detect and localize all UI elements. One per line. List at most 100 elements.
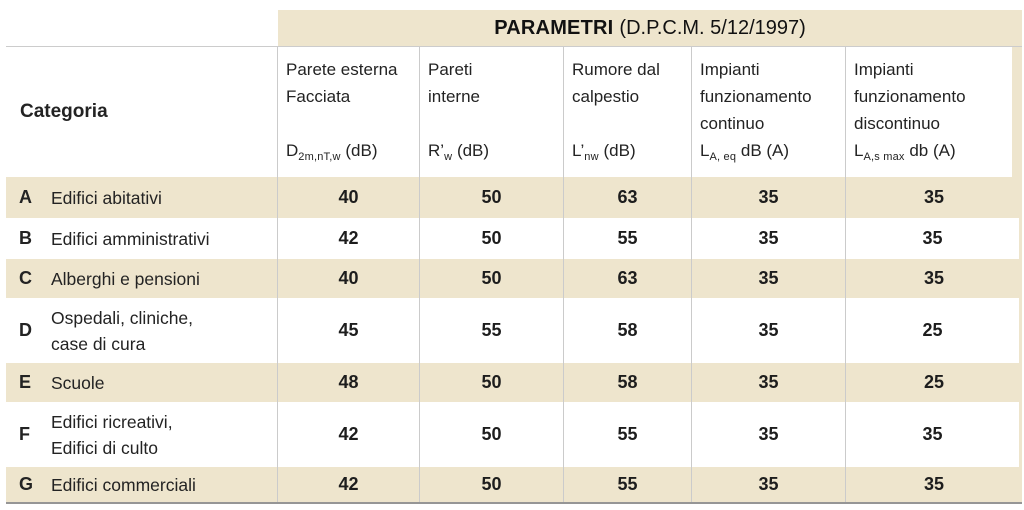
column-header-categoria: Categoria xyxy=(6,47,278,177)
symbol-unit: (dB) xyxy=(452,141,490,160)
header-row: Categoria Parete esterna Facciata D2m,nT… xyxy=(6,46,1022,177)
value-cell: 35 xyxy=(692,402,846,467)
category-letter: B xyxy=(19,228,32,248)
column-symbol: LA,s max db (A) xyxy=(854,137,1008,167)
value-cell: 50 xyxy=(420,363,564,402)
table-row-g: G Edifici commerciali 42 50 55 35 35 xyxy=(6,467,1022,502)
value-cell: 35 xyxy=(922,424,943,444)
value-cell: 45 xyxy=(278,298,420,363)
symbol-base: R’ xyxy=(428,141,445,160)
symbol-subscript: nw xyxy=(584,151,599,163)
value-cell: 42 xyxy=(278,402,420,467)
symbol-unit: dB (A) xyxy=(736,141,790,160)
symbol-base: L xyxy=(700,141,710,160)
value-cell: 50 xyxy=(420,177,564,218)
title-suffix: (D.P.C.M. 5/12/1997) xyxy=(619,16,806,39)
symbol-subscript: w xyxy=(444,151,453,163)
value-cell: 35 xyxy=(923,268,945,288)
value-cell: 58 xyxy=(564,363,692,402)
value-cell: 35 xyxy=(692,177,846,218)
column-header-parete-esterna: Parete esterna Facciata D2m,nT,w (dB) xyxy=(278,47,420,177)
category-cell: A Edifici abitativi xyxy=(6,177,278,218)
symbol-subscript: A, eq xyxy=(709,151,737,163)
category-name: Edifici amministrativi xyxy=(51,228,210,249)
value-cell: 48 xyxy=(278,363,420,402)
table-row-d: D Ospedali, cliniche, case di cura 45 55… xyxy=(6,298,1022,363)
value-cell: 35 xyxy=(922,228,943,248)
value-cell: 35 xyxy=(923,474,945,494)
table-row-c: C Alberghi e pensioni 40 50 63 35 35 xyxy=(6,259,1022,298)
category-letter: G xyxy=(19,474,34,494)
value-cell: 35 xyxy=(692,467,846,502)
value-cell: 35 xyxy=(692,363,846,402)
value-cell: 63 xyxy=(564,177,692,218)
category-letter: F xyxy=(19,424,30,444)
value-cell: 35 xyxy=(692,298,846,363)
symbol-base: L xyxy=(854,141,864,160)
table-row-a: A Edifici abitativi 40 50 63 35 35 xyxy=(6,177,1022,218)
category-cell: D Ospedali, cliniche, case di cura xyxy=(6,298,278,363)
value-cell: 25 xyxy=(923,372,945,392)
category-letter: C xyxy=(19,268,32,288)
value-cell: 50 xyxy=(420,259,564,298)
value-cell: 35 xyxy=(923,187,945,207)
value-cell: 50 xyxy=(420,467,564,502)
symbol-subscript: 2m,nT,w xyxy=(298,151,341,163)
value-cell: 42 xyxy=(278,467,420,502)
column-header-rumore-calpestio: Rumore dal calpestio L’nw (dB) xyxy=(564,47,692,177)
category-name: Edifici ricreativi, Edifici di culto xyxy=(51,411,173,458)
column-header-pareti-interne: Pareti interne R’w (dB) xyxy=(420,47,564,177)
symbol-unit: (dB) xyxy=(340,141,378,160)
value-cell: 55 xyxy=(564,402,692,467)
symbol-base: D xyxy=(286,141,299,160)
category-cell: F Edifici ricreativi, Edifici di culto xyxy=(6,402,278,467)
column-symbol: L’nw (dB) xyxy=(572,137,687,167)
table-row-e: E Scuole 48 50 58 35 25 xyxy=(6,363,1022,402)
value-cell: 40 xyxy=(278,259,420,298)
category-letter: D xyxy=(19,320,32,340)
value-cell: 35 xyxy=(692,259,846,298)
category-name: Scuole xyxy=(51,372,105,393)
title-main: PARAMETRI xyxy=(494,16,614,39)
category-name: Edifici commerciali xyxy=(51,474,196,495)
column-desc: Impianti funzionamento continuo xyxy=(700,60,812,133)
column-symbol: R’w (dB) xyxy=(428,137,559,167)
value-cell: 58 xyxy=(564,298,692,363)
value-cell: 55 xyxy=(564,467,692,502)
symbol-base: L’ xyxy=(572,141,585,160)
value-cell: 55 xyxy=(420,298,564,363)
symbol-unit: db (A) xyxy=(904,141,956,160)
category-cell: B Edifici amministrativi xyxy=(6,218,278,259)
column-header-impianti-continuo: Impianti funzionamento continuo LA, eq d… xyxy=(692,47,846,177)
symbol-unit: (dB) xyxy=(598,141,636,160)
value-cell: 25 xyxy=(922,320,943,340)
category-cell: E Scuole xyxy=(6,363,278,402)
category-letter: A xyxy=(19,187,32,207)
category-name: Ospedali, cliniche, case di cura xyxy=(51,307,194,354)
title-band: PARAMETRI (D.P.C.M. 5/12/1997) xyxy=(6,10,1022,46)
table-title: PARAMETRI (D.P.C.M. 5/12/1997) xyxy=(278,10,1022,46)
category-name: Edifici abitativi xyxy=(51,187,162,208)
column-symbol: D2m,nT,w (dB) xyxy=(286,137,415,167)
category-cell: G Edifici commerciali xyxy=(6,467,278,502)
title-spacer xyxy=(6,10,278,46)
value-cell: 40 xyxy=(278,177,420,218)
category-name: Alberghi e pensioni xyxy=(51,268,200,289)
value-cell: 63 xyxy=(564,259,692,298)
column-symbol: LA, eq dB (A) xyxy=(700,137,841,167)
category-letter: E xyxy=(19,372,32,392)
value-cell: 42 xyxy=(278,218,420,259)
value-cell: 35 xyxy=(692,218,846,259)
column-desc: Impianti funzionamento discontinuo xyxy=(854,60,966,133)
table-row-b: B Edifici amministrativi 42 50 55 35 35 xyxy=(6,218,1022,259)
column-desc: Pareti interne xyxy=(428,60,480,106)
table-row-f: F Edifici ricreativi, Edifici di culto 4… xyxy=(6,402,1022,467)
value-cell: 50 xyxy=(420,402,564,467)
value-cell: 50 xyxy=(420,218,564,259)
value-cell: 55 xyxy=(564,218,692,259)
category-cell: C Alberghi e pensioni xyxy=(6,259,278,298)
column-desc: Rumore dal calpestio xyxy=(572,60,660,106)
parametri-table: PARAMETRI (D.P.C.M. 5/12/1997) Categoria… xyxy=(6,10,1022,504)
column-desc: Parete esterna Facciata xyxy=(286,60,398,106)
column-header-impianti-discontinuo: Impianti funzionamento discontinuo LA,s … xyxy=(846,47,1012,177)
